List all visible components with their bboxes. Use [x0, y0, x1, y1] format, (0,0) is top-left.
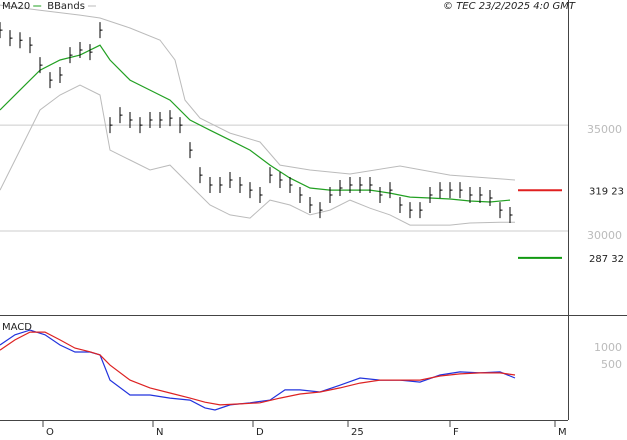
source: © TEC 23/2/2025 4:0 GMT	[443, 1, 576, 12]
price-bar	[449, 182, 453, 199]
y-tick-label: 35000	[587, 123, 622, 136]
price-bar	[99, 22, 103, 39]
price-bar	[159, 111, 163, 128]
y-tick-label: 30000	[587, 229, 622, 242]
price-bar	[199, 167, 203, 184]
price-bar	[489, 189, 493, 206]
price-bar	[499, 202, 503, 219]
price-bar	[29, 37, 33, 54]
price-bar	[69, 47, 73, 64]
price-bar	[229, 171, 233, 188]
price-bar	[289, 177, 293, 194]
price-bar	[429, 187, 433, 204]
price-bar	[319, 202, 323, 219]
x-tick-label: O	[46, 427, 54, 438]
price-bar	[339, 180, 343, 197]
y-tick-label: 500	[601, 358, 622, 371]
price-bar	[169, 110, 173, 127]
x-tick-label: F	[453, 427, 459, 438]
band-lower	[0, 84, 515, 226]
price-bar	[149, 111, 153, 128]
price-bar	[389, 182, 393, 199]
price-bar	[379, 187, 383, 204]
price-bar	[79, 42, 83, 59]
price-bar	[39, 57, 43, 74]
price-bar	[479, 187, 483, 204]
price-bar	[219, 177, 223, 194]
price-bar	[349, 177, 353, 194]
legend-entry: BBands	[47, 1, 85, 12]
price-bar	[239, 177, 243, 194]
price-bar	[59, 67, 63, 84]
price-bar	[179, 117, 183, 134]
price-bar	[89, 44, 93, 61]
price-bar	[369, 177, 373, 194]
price-bar	[189, 142, 193, 159]
price-bar	[439, 182, 443, 199]
price-bar	[109, 117, 113, 134]
level-label: 319 23	[589, 186, 624, 197]
price-bar	[0, 22, 3, 39]
x-tick-label: 25	[351, 427, 364, 438]
price-bar	[139, 117, 143, 134]
price-bar	[419, 202, 423, 219]
series-line	[0, 331, 516, 406]
price-bar	[249, 182, 253, 199]
panel-title: MACD	[2, 322, 32, 333]
price-bar	[9, 30, 13, 47]
price-bar	[209, 177, 213, 194]
price-bar	[49, 72, 53, 89]
series-line	[0, 44, 511, 203]
price-bar	[459, 182, 463, 199]
price-bar	[509, 206, 513, 223]
band-upper	[0, 4, 516, 181]
price-bar	[269, 167, 273, 184]
price-bar	[19, 32, 23, 49]
price-bar	[299, 187, 303, 204]
x-tick-label: M	[558, 427, 567, 438]
y-tick-label: 1000	[594, 341, 622, 354]
level-label: 287 32	[589, 254, 624, 265]
x-tick-label: D	[256, 427, 264, 438]
price-bar	[359, 177, 363, 194]
price-bar	[409, 202, 413, 219]
price-bar	[259, 187, 263, 204]
price-bar	[119, 107, 123, 124]
price-bar	[469, 187, 473, 204]
price-bar	[309, 196, 313, 213]
x-tick-label: N	[156, 427, 163, 438]
legend-entry: MA20	[2, 1, 30, 12]
price-bar	[129, 111, 133, 128]
price-bar	[329, 187, 333, 204]
price-bar	[279, 171, 283, 188]
price-bar	[399, 196, 403, 213]
